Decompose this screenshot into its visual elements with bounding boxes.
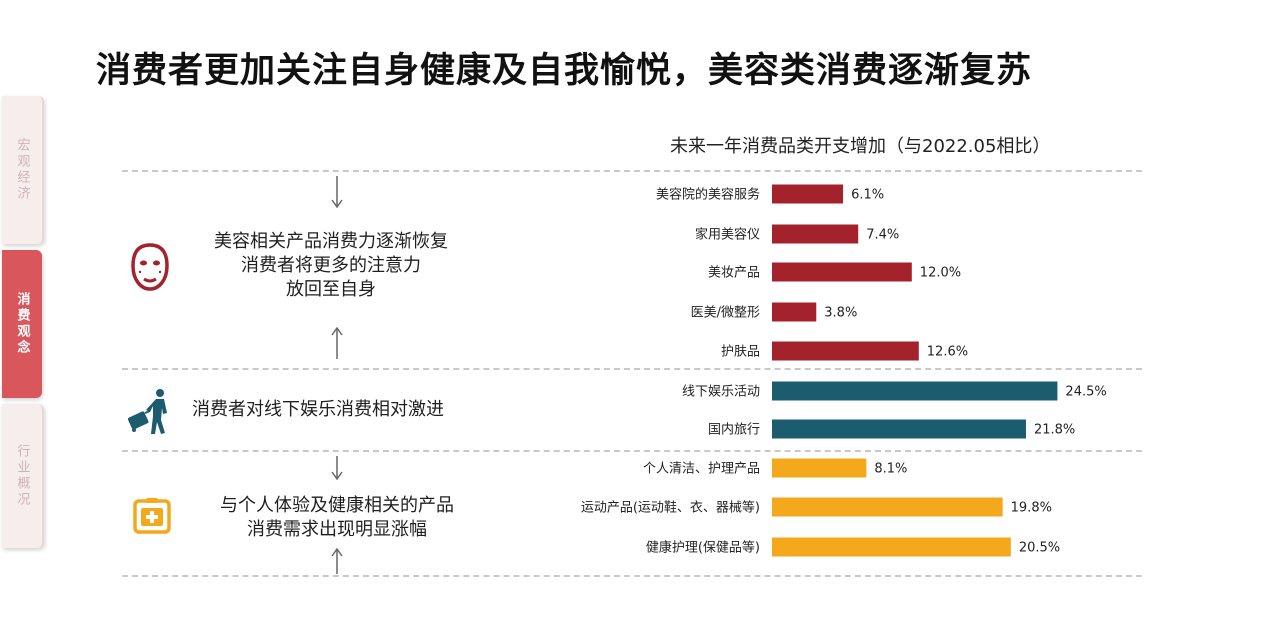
category-label: 医美/微整形 — [691, 306, 760, 321]
group-health-line2: 消费需求出现明显涨幅 — [247, 519, 427, 540]
bar — [772, 458, 867, 478]
bar — [772, 537, 1011, 557]
value-label: 8.1% — [874, 462, 907, 477]
bar — [772, 302, 817, 322]
category-label: 运动产品(运动鞋、衣、器械等) — [581, 500, 760, 516]
tab-consumption-concept[interactable]: 消费观念 — [2, 250, 42, 398]
value-label: 7.4% — [866, 228, 899, 243]
bar — [772, 497, 1003, 517]
face-mask-icon — [131, 243, 169, 291]
bar — [772, 419, 1026, 439]
arrow-down-icon — [331, 176, 343, 209]
category-label: 国内旅行 — [708, 422, 760, 438]
category-label: 美妆产品 — [708, 266, 760, 281]
bar — [772, 184, 844, 204]
group-beauty-line3: 放回至自身 — [286, 279, 376, 300]
group-beauty-text: 美容相关产品消费力逐渐恢复 消费者将更多的注意力 放回至自身 — [186, 230, 476, 302]
bar — [772, 262, 912, 282]
group-entertainment-text: 消费者对线下娱乐消费相对激进 — [192, 398, 492, 422]
tab-industry-overview-label: 行业概况 — [14, 444, 30, 508]
value-label: 3.8% — [824, 306, 857, 321]
divider-lower — [122, 450, 1142, 452]
divider-top — [122, 170, 1142, 172]
value-label: 12.6% — [927, 345, 968, 360]
group-entertainment-line1: 消费者对线下娱乐消费相对激进 — [192, 399, 444, 420]
category-label: 护肤品 — [721, 345, 760, 360]
tab-macro-economy[interactable]: 宏观经济 — [2, 96, 44, 244]
group-beauty-line2: 消费者将更多的注意力 — [241, 255, 421, 276]
chart-title: 未来一年消费品类开支增加（与2022.05相比） — [670, 136, 1051, 157]
value-label: 6.1% — [851, 188, 884, 203]
category-label: 线下娱乐活动 — [682, 385, 760, 400]
category-label: 家用美容仪 — [695, 227, 760, 243]
page-title: 消费者更加关注自身健康及自我愉悦，美容类消费逐渐复苏 — [96, 51, 1033, 91]
arrow-down-icon — [331, 456, 343, 481]
value-label: 20.5% — [1019, 541, 1060, 556]
arrow-up-icon — [331, 547, 343, 574]
category-label: 美容院的美容服务 — [656, 187, 760, 203]
group-health-line1: 与个人体验及健康相关的产品 — [220, 495, 454, 516]
group-health-text: 与个人体验及健康相关的产品 消费需求出现明显涨幅 — [192, 494, 482, 542]
divider-middle — [122, 368, 1142, 370]
medical-kit-icon — [133, 498, 171, 534]
bar — [772, 341, 919, 361]
bar — [772, 224, 859, 244]
bar — [772, 381, 1058, 401]
value-label: 19.8% — [1011, 501, 1052, 516]
tab-macro-economy-label: 宏观经济 — [14, 138, 30, 202]
arrow-up-icon — [331, 326, 343, 359]
group-beauty-line1: 美容相关产品消费力逐渐恢复 — [214, 231, 448, 252]
tab-consumption-concept-label: 消费观念 — [14, 292, 30, 356]
value-label: 21.8% — [1034, 423, 1075, 438]
category-label: 健康护理(保健品等) — [646, 540, 760, 556]
traveler-icon — [127, 389, 167, 434]
divider-bottom — [122, 575, 1142, 577]
value-label: 24.5% — [1065, 385, 1106, 400]
category-label: 个人清洁、护理产品 — [643, 462, 760, 477]
value-label: 12.0% — [920, 266, 961, 281]
tab-industry-overview[interactable]: 行业概况 — [2, 404, 44, 548]
